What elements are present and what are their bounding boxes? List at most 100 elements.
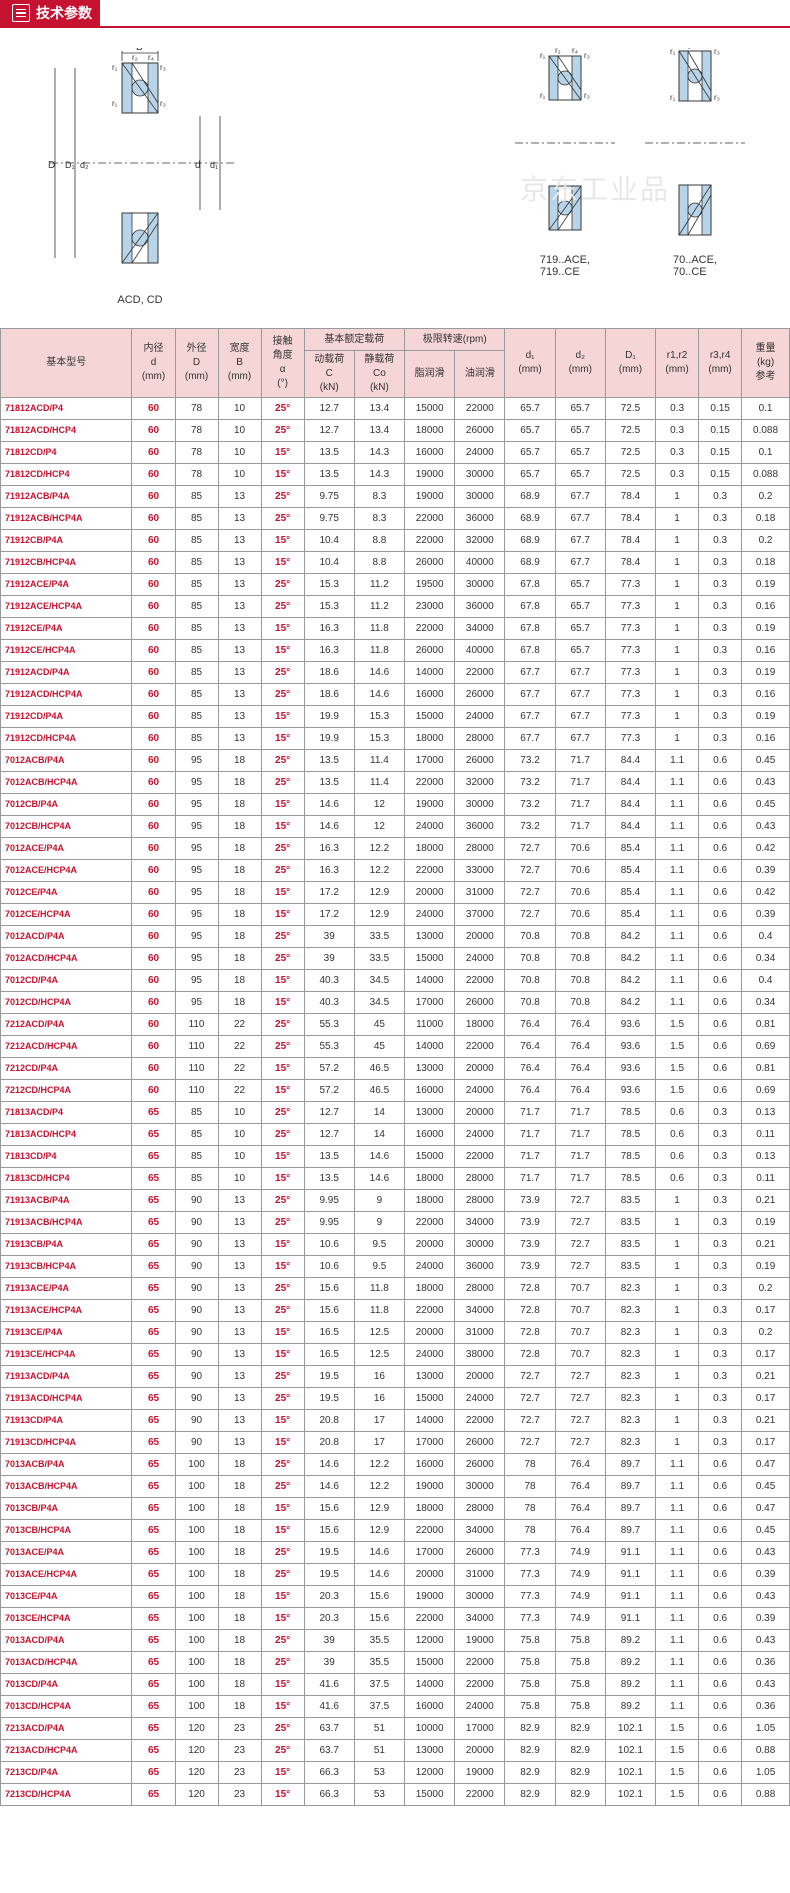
th-load-co: 静载荷 Co (kN): [354, 351, 404, 398]
table-cell: 0.3: [656, 420, 699, 442]
table-cell: 65.7: [555, 398, 605, 420]
table-cell: 70.8: [555, 992, 605, 1014]
table-cell: 7213ACD/HCP4A: [1, 1740, 132, 1762]
table-cell: 13: [218, 1432, 261, 1454]
table-cell: 0.6: [699, 1476, 742, 1498]
table-row: 71912ACE/P4A60851325°15.311.219500300006…: [1, 574, 790, 596]
table-cell: 72.7: [555, 1388, 605, 1410]
table-cell: 78: [505, 1476, 555, 1498]
th-D1: D₁ (mm): [605, 329, 655, 398]
table-cell: 65: [132, 1234, 175, 1256]
table-cell: 120: [175, 1784, 218, 1806]
table-row: 71813ACD/P465851025°12.714130002000071.7…: [1, 1102, 790, 1124]
table-cell: 67.7: [555, 706, 605, 728]
table-cell: 30000: [455, 574, 505, 596]
table-cell: 15°: [261, 640, 304, 662]
table-cell: 0.3: [699, 1366, 742, 1388]
table-cell: 65: [132, 1696, 175, 1718]
table-cell: 55.3: [304, 1014, 354, 1036]
table-cell: 77.3: [605, 596, 655, 618]
table-cell: 1.5: [656, 1036, 699, 1058]
table-cell: 0.3: [699, 1322, 742, 1344]
table-cell: 1: [656, 530, 699, 552]
table-cell: 1.1: [656, 1586, 699, 1608]
table-cell: 34000: [455, 1212, 505, 1234]
table-cell: 11.2: [354, 574, 404, 596]
table-cell: 14.6: [354, 1168, 404, 1190]
table-cell: 0.3: [656, 398, 699, 420]
table-cell: 82.9: [555, 1784, 605, 1806]
table-cell: 25°: [261, 398, 304, 420]
table-cell: 85: [175, 1124, 218, 1146]
table-cell: 31000: [455, 1564, 505, 1586]
table-cell: 75.8: [555, 1696, 605, 1718]
diagram-right-label: 70..ACE, 70..CE: [673, 254, 717, 278]
svg-text:d₁: d₁: [210, 160, 218, 170]
table-cell: 26000: [455, 750, 505, 772]
table-cell: 19000: [455, 1630, 505, 1652]
table-cell: 60: [132, 530, 175, 552]
table-cell: 12000: [405, 1630, 455, 1652]
table-cell: 71912ACB/HCP4A: [1, 508, 132, 530]
table-cell: 7012ACE/HCP4A: [1, 860, 132, 882]
table-cell: 22: [218, 1036, 261, 1058]
table-cell: 36000: [455, 1256, 505, 1278]
table-cell: 7012ACD/HCP4A: [1, 948, 132, 970]
table-cell: 28000: [455, 1168, 505, 1190]
table-cell: 85: [175, 486, 218, 508]
table-cell: 71913CE/P4A: [1, 1322, 132, 1344]
table-cell: 82.9: [555, 1718, 605, 1740]
table-cell: 1.5: [656, 1080, 699, 1102]
table-cell: 65: [132, 1432, 175, 1454]
table-cell: 89.7: [605, 1520, 655, 1542]
table-cell: 25°: [261, 948, 304, 970]
table-body: 71812ACD/P460781025°12.713.4150002200065…: [1, 398, 790, 1806]
table-cell: 14.6: [304, 1454, 354, 1476]
table-cell: 18: [218, 1652, 261, 1674]
table-cell: 1.1: [656, 1696, 699, 1718]
table-cell: 0.6: [699, 1014, 742, 1036]
table-cell: 67.7: [505, 728, 555, 750]
table-cell: 60: [132, 662, 175, 684]
table-cell: 7013ACE/P4A: [1, 1542, 132, 1564]
table-cell: 95: [175, 860, 218, 882]
table-cell: 100: [175, 1586, 218, 1608]
table-cell: 18: [218, 1454, 261, 1476]
table-cell: 17.2: [304, 882, 354, 904]
table-cell: 1.5: [656, 1058, 699, 1080]
table-cell: 12: [354, 794, 404, 816]
table-cell: 71913ACE/P4A: [1, 1278, 132, 1300]
table-cell: 100: [175, 1608, 218, 1630]
table-cell: 20.8: [304, 1432, 354, 1454]
table-cell: 68.9: [505, 508, 555, 530]
table-cell: 0.2: [742, 1322, 790, 1344]
table-cell: 0.6: [699, 1080, 742, 1102]
table-cell: 28000: [455, 728, 505, 750]
table-cell: 60: [132, 838, 175, 860]
svg-text:r₁: r₁: [112, 99, 118, 108]
table-cell: 0.6: [699, 816, 742, 838]
table-cell: 82.3: [605, 1344, 655, 1366]
table-cell: 46.5: [354, 1080, 404, 1102]
table-cell: 39: [304, 948, 354, 970]
svg-text:r₁: r₁: [112, 63, 118, 72]
table-cell: 13: [218, 1410, 261, 1432]
table-cell: 65: [132, 1784, 175, 1806]
table-cell: 110: [175, 1014, 218, 1036]
table-cell: 0.6: [699, 1564, 742, 1586]
table-cell: 90: [175, 1212, 218, 1234]
table-cell: 71.7: [555, 750, 605, 772]
table-cell: 40.3: [304, 992, 354, 1014]
table-cell: 71.7: [505, 1124, 555, 1146]
table-cell: 70.8: [505, 992, 555, 1014]
table-row: 71913ACB/P4A65901325°9.959180002800073.9…: [1, 1190, 790, 1212]
table-cell: 15.6: [304, 1300, 354, 1322]
table-cell: 7013CE/P4A: [1, 1586, 132, 1608]
table-cell: 0.13: [742, 1102, 790, 1124]
table-cell: 18: [218, 970, 261, 992]
table-cell: 0.19: [742, 618, 790, 640]
table-cell: 0.47: [742, 1498, 790, 1520]
table-cell: 76.4: [555, 1498, 605, 1520]
table-cell: 15°: [261, 1058, 304, 1080]
table-cell: 65.7: [555, 464, 605, 486]
